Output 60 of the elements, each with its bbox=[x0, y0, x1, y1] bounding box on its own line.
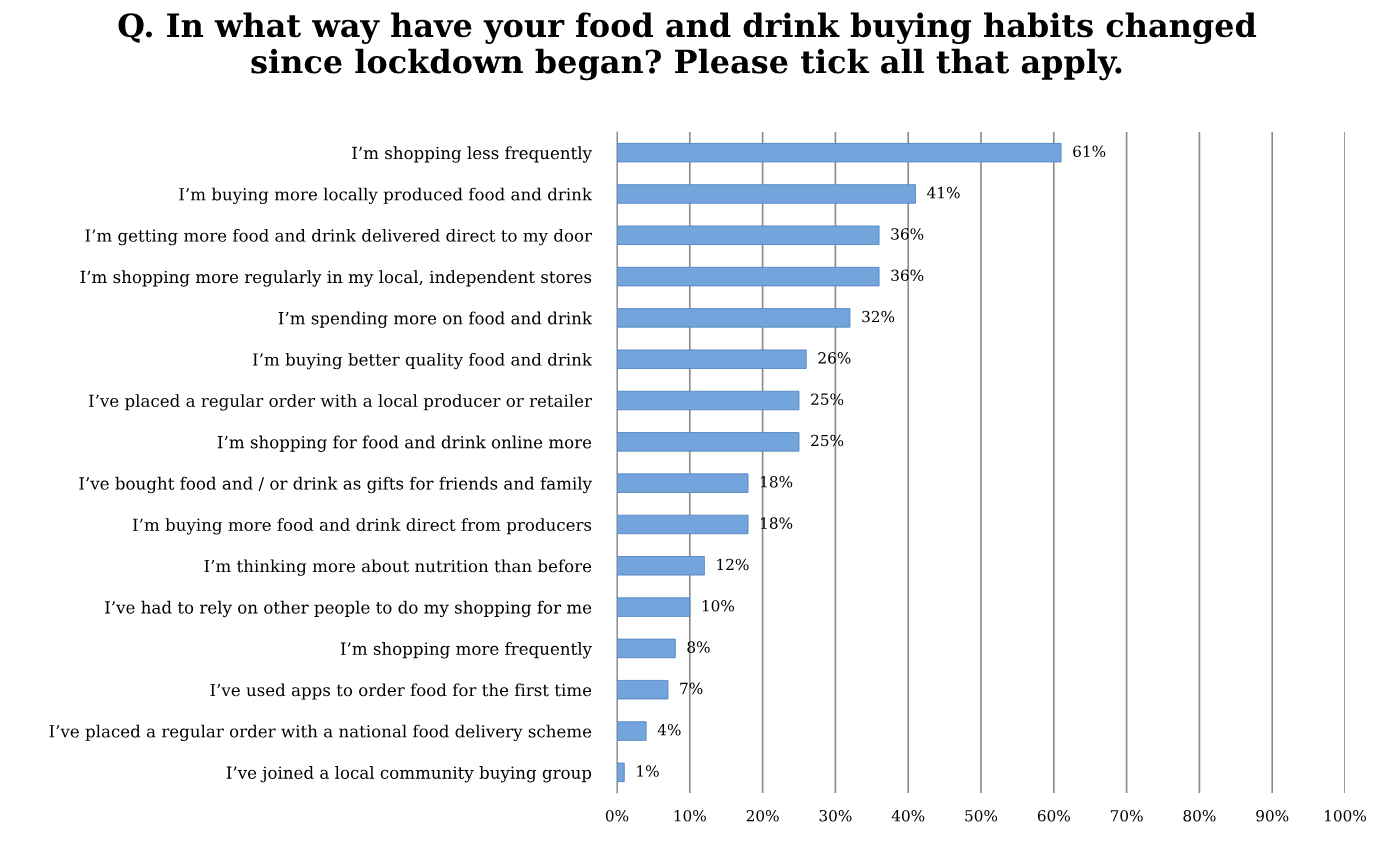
x-tick-label: 70% bbox=[1110, 809, 1143, 822]
bar bbox=[617, 556, 705, 576]
y-tick-label: I’m shopping less frequently bbox=[352, 146, 592, 163]
y-tick-label: I’ve placed a regular order with a national food delivery scheme bbox=[49, 724, 592, 742]
y-tick-label: I’ve placed a regular order with a local producer or retailer bbox=[88, 394, 592, 411]
bar bbox=[617, 432, 800, 452]
data-label: 1% bbox=[637, 765, 659, 777]
y-tick-label: I’m shopping more frequently bbox=[340, 642, 592, 659]
data-label: 8% bbox=[687, 641, 710, 653]
bar bbox=[617, 308, 851, 328]
chart-title: Q. In what way have your food and drink buying habits changed since lockdown began? Please tick all that apply. bbox=[118, 12, 1257, 81]
y-tick-label: I’m buying better quality food and drink bbox=[252, 352, 593, 370]
x-tick-label: 10% bbox=[674, 809, 706, 822]
data-label: 10% bbox=[702, 599, 735, 612]
bar bbox=[617, 390, 800, 411]
y-tick-label: I’m shopping more regularly in my local, independent stores bbox=[80, 270, 592, 287]
data-label: 36% bbox=[891, 269, 924, 282]
bar bbox=[617, 473, 749, 493]
bar bbox=[617, 680, 669, 700]
y-tick-label: I’m spending more on food and drink bbox=[278, 311, 593, 328]
bar bbox=[617, 266, 880, 287]
y-tick-label: I’m thinking more about nutrition than before bbox=[204, 559, 592, 576]
x-tick-label: 30% bbox=[819, 809, 852, 822]
x-tick-label: 100% bbox=[1325, 809, 1366, 822]
x-tick-label: 0% bbox=[605, 809, 629, 822]
x-tick-label: 60% bbox=[1037, 809, 1070, 822]
x-tick-label: 90% bbox=[1256, 809, 1289, 822]
data-label: 41% bbox=[927, 186, 960, 199]
data-label: 36% bbox=[891, 228, 924, 240]
bar bbox=[617, 514, 749, 535]
data-label: 32% bbox=[862, 310, 895, 323]
y-tick-label: I’ve used apps to order food for the first time bbox=[210, 683, 592, 700]
y-tick-label: I’ve joined a local community buying group bbox=[226, 766, 592, 783]
x-tick-label: 80% bbox=[1183, 809, 1216, 822]
bar bbox=[617, 762, 625, 783]
bar bbox=[617, 142, 1062, 163]
bar bbox=[617, 721, 647, 741]
data-label: 12% bbox=[717, 558, 749, 571]
x-tick-label: 20% bbox=[746, 809, 779, 822]
bar bbox=[617, 597, 691, 617]
bar bbox=[617, 184, 916, 204]
data-label: 25% bbox=[811, 434, 844, 447]
data-label: 26% bbox=[818, 352, 851, 364]
y-tick-label: I’m getting more food and drink delivered direct to my door bbox=[85, 228, 592, 246]
data-label: 18% bbox=[761, 517, 793, 529]
x-tick-label: 50% bbox=[965, 809, 998, 822]
y-tick-label: I’m buying more food and drink direct from producers bbox=[132, 518, 592, 535]
bar bbox=[617, 225, 880, 245]
y-tick-label: I’ve had to rely on other people to do my shopping for me bbox=[105, 600, 592, 618]
y-tick-label: I’ve bought food and / or drink as gifts for friends and family bbox=[79, 476, 592, 494]
x-tick-label: 40% bbox=[891, 809, 925, 822]
data-label: 61% bbox=[1073, 145, 1106, 158]
y-tick-label: I’m buying more locally produced food and drink bbox=[179, 187, 593, 204]
bar bbox=[617, 349, 807, 369]
data-label: 18% bbox=[761, 476, 793, 488]
data-label: 4% bbox=[657, 723, 681, 736]
data-label: 25% bbox=[811, 393, 844, 405]
data-label: 7% bbox=[680, 682, 703, 695]
y-tick-label: I’m shopping for food and drink online more bbox=[217, 435, 592, 452]
bar bbox=[617, 638, 676, 659]
